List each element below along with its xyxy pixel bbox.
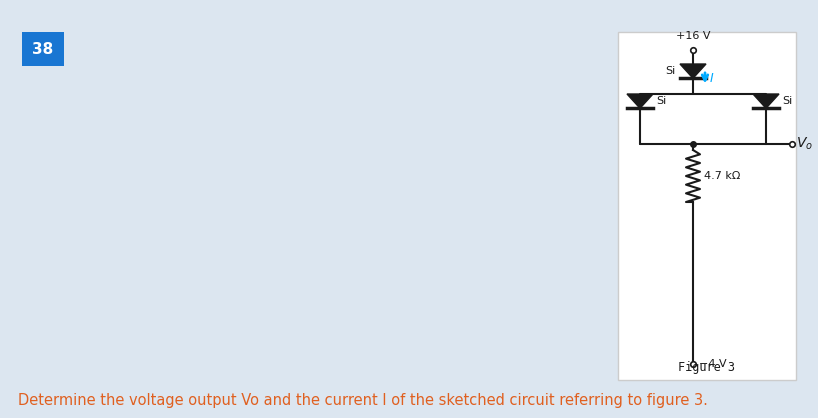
Text: +16 V: +16 V xyxy=(676,31,710,41)
Polygon shape xyxy=(753,94,779,108)
Text: Figure 3: Figure 3 xyxy=(678,361,735,374)
Text: Si: Si xyxy=(656,95,666,105)
Text: Si: Si xyxy=(665,66,675,76)
Text: I: I xyxy=(710,71,714,85)
Polygon shape xyxy=(680,64,706,78)
Polygon shape xyxy=(627,94,653,108)
Text: 4.7 kΩ: 4.7 kΩ xyxy=(704,171,740,181)
Text: Determine the voltage output Vo and the current I of the sketched circuit referr: Determine the voltage output Vo and the … xyxy=(18,393,708,408)
Bar xyxy=(618,32,796,380)
Text: $\mathit{V_o}$: $\mathit{V_o}$ xyxy=(796,136,813,152)
Text: −4 V: −4 V xyxy=(699,359,726,369)
Bar xyxy=(22,32,64,66)
Text: Si: Si xyxy=(782,95,793,105)
Text: 38: 38 xyxy=(33,41,54,56)
